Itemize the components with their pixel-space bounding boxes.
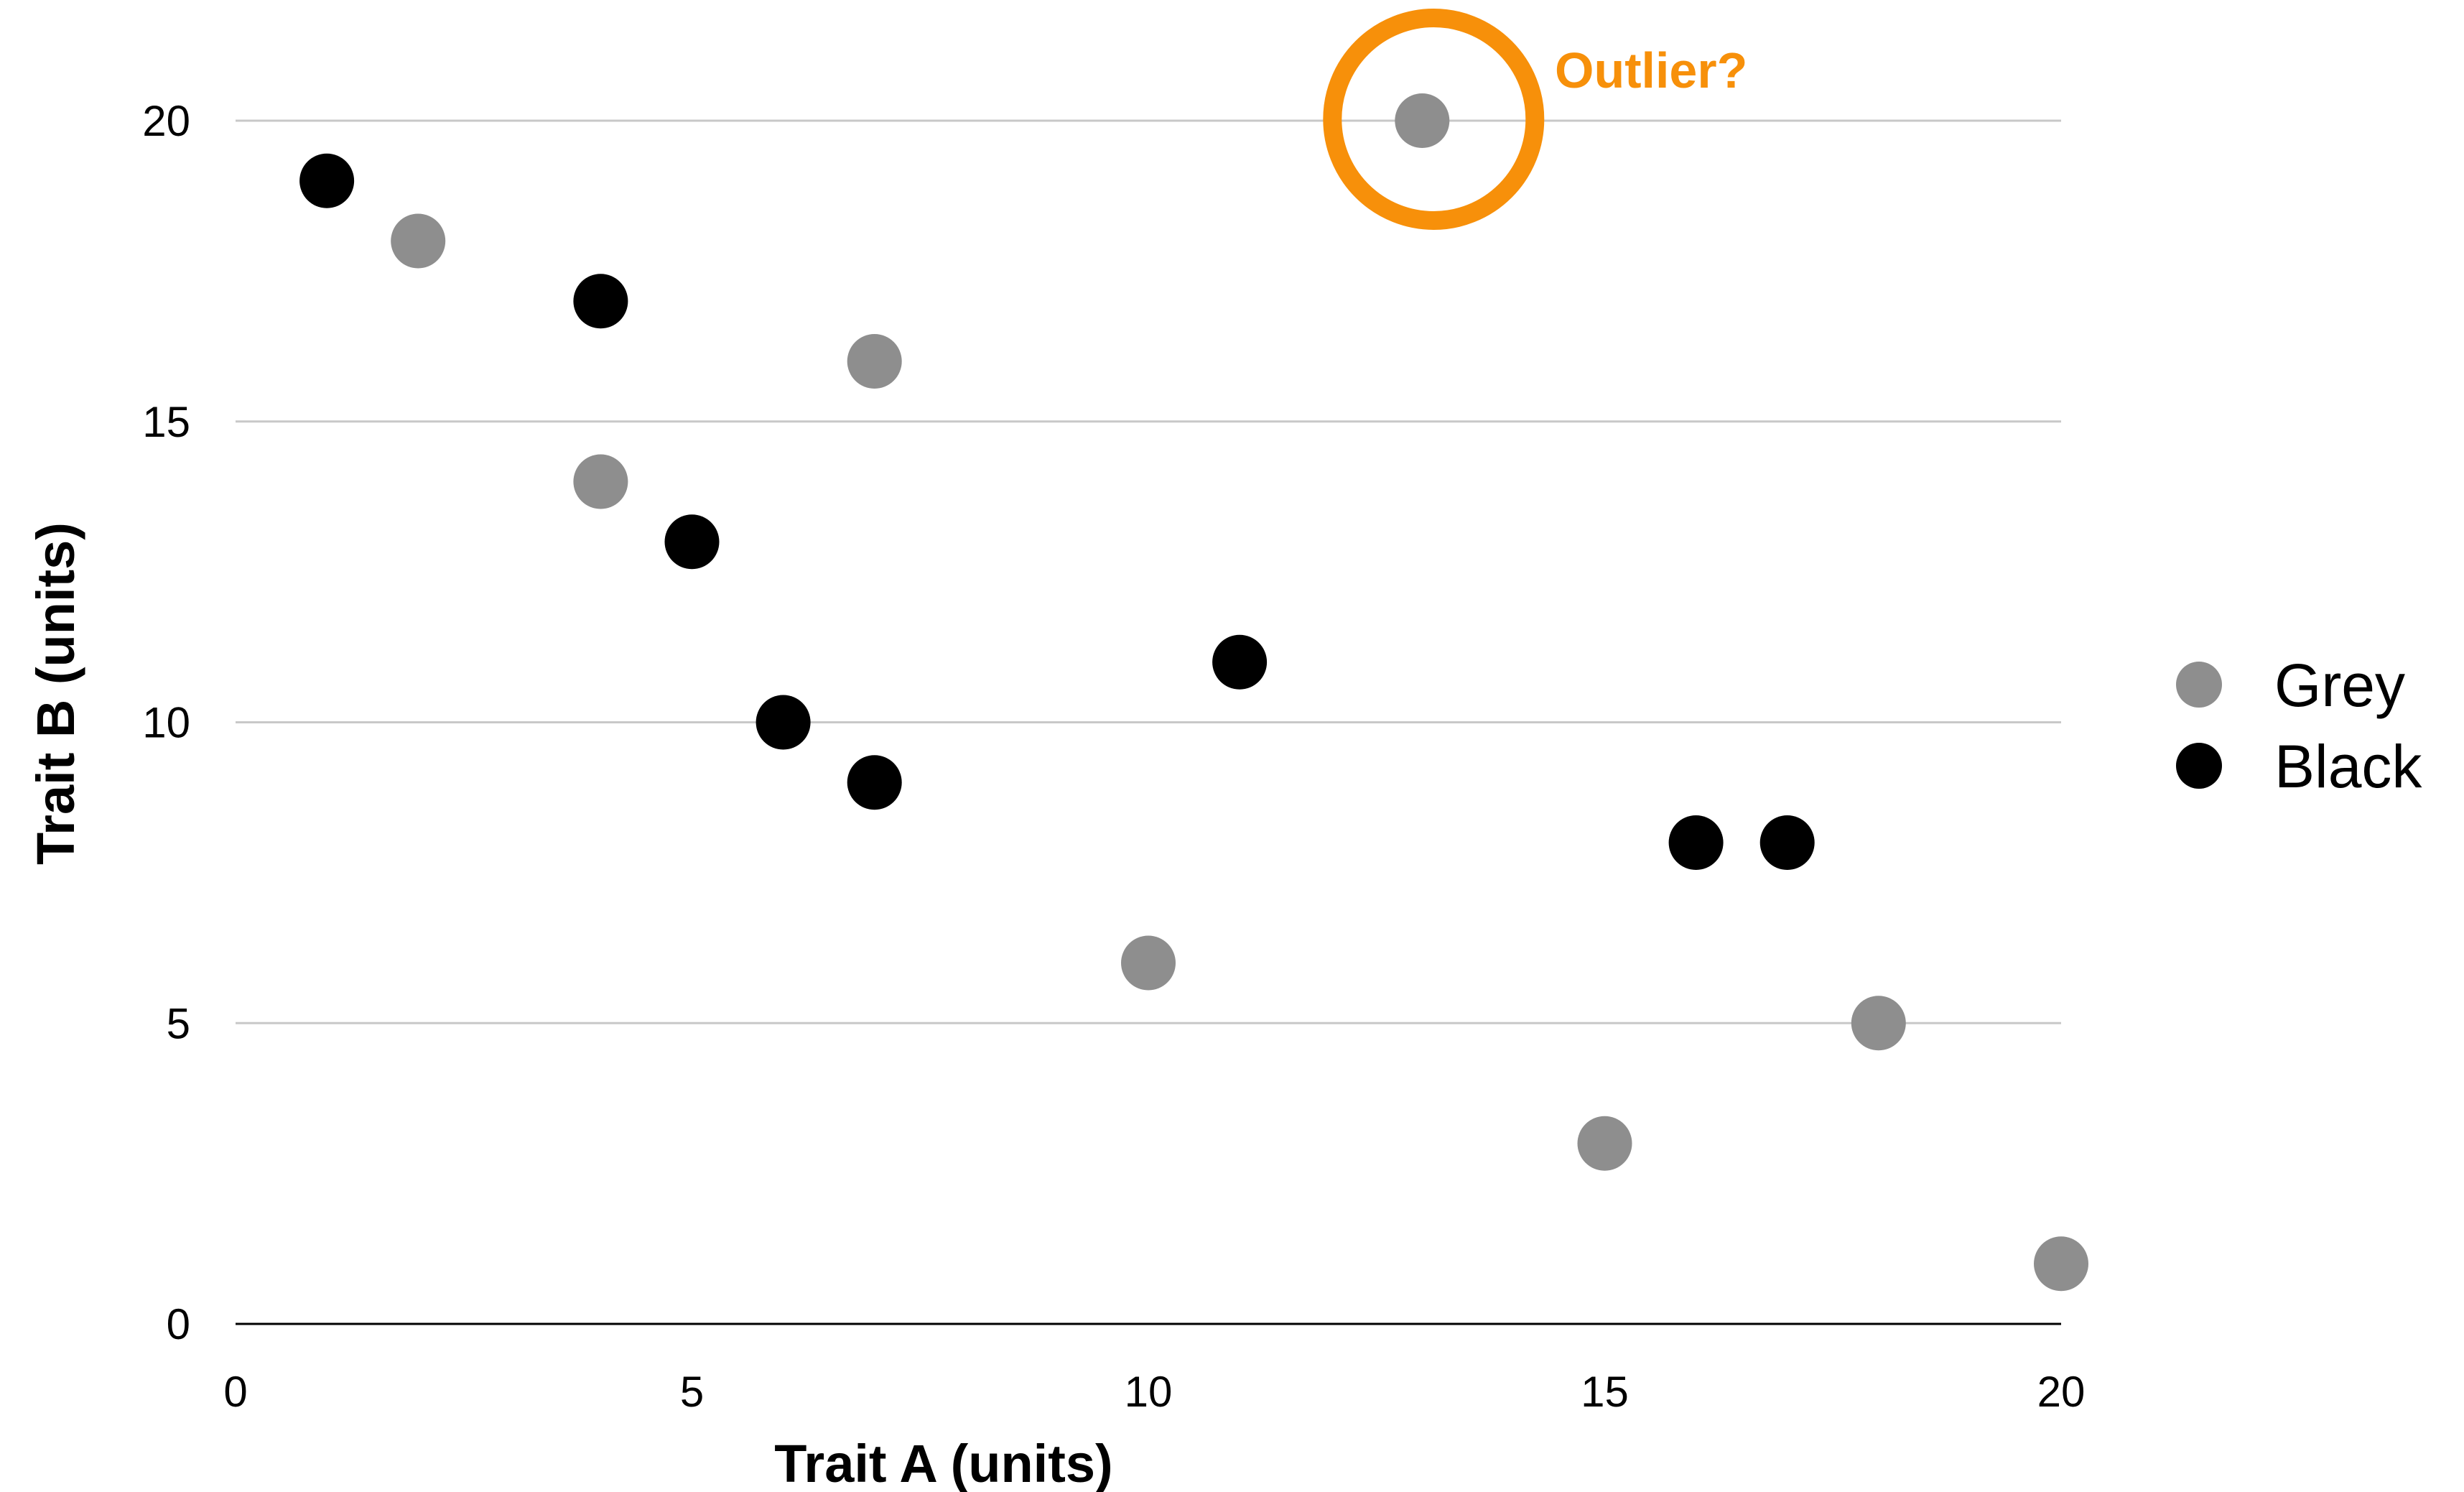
y-tick-label: 5 [167,999,190,1047]
data-point-grey [2034,1236,2088,1292]
y-tick-label: 20 [142,97,190,145]
legend-label-grey: Grey [2274,652,2405,719]
data-point-grey [1577,1116,1632,1171]
x-axis-title: Trait A (units) [774,1434,1112,1492]
legend: Grey Black [2176,652,2422,800]
data-point-black [847,755,902,810]
x-tick-label: 5 [680,1368,704,1416]
y-tick-label: 0 [167,1300,190,1348]
grid-lines [236,119,2061,1024]
data-point-grey [573,454,628,509]
data-point-grey [847,334,902,389]
data-point-grey [1395,93,1450,148]
data-point-black [573,274,628,329]
tick-labels: 0 5 10 15 20 0 5 10 15 20 [142,97,2085,1416]
data-point-grey [1121,935,1176,991]
legend-marker-black [2176,743,2222,789]
x-tick-label: 0 [223,1368,247,1416]
outlier-annotation: Outlier? [1323,9,1747,230]
legend-label-black: Black [2274,733,2422,800]
outlier-label: Outlier? [1555,42,1747,98]
data-point-black [664,514,720,570]
y-tick-label: 15 [142,398,190,446]
outlier-highlight-ring [1323,9,1545,230]
data-point-black [756,695,811,750]
x-tick-label: 10 [1125,1368,1173,1416]
data-point-black [299,153,355,208]
data-point-black [1212,634,1268,690]
data-point-black [1759,815,1815,870]
data-points [299,93,2088,1292]
data-point-black [1668,815,1724,870]
legend-marker-grey [2176,662,2222,708]
x-tick-label: 15 [1581,1368,1629,1416]
y-tick-label: 10 [142,699,190,747]
data-point-grey [391,213,446,269]
y-axis-title: Trait B (units) [26,522,85,865]
data-point-grey [1851,996,1906,1051]
x-tick-label: 20 [2037,1368,2086,1416]
